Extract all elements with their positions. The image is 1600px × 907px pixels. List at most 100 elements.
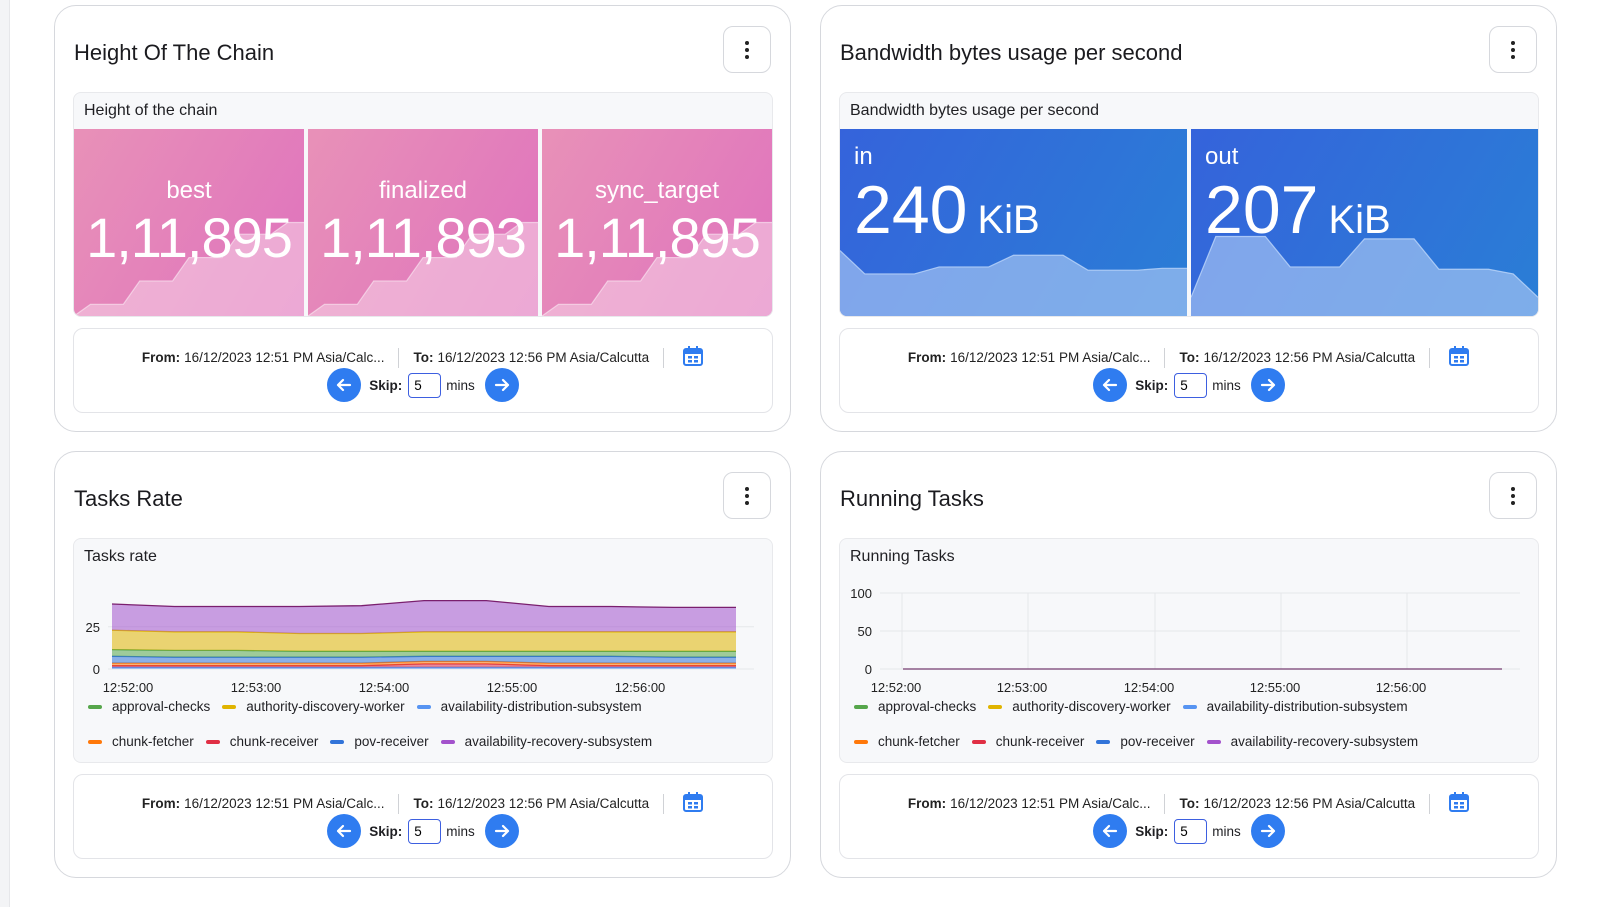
calendar-icon[interactable] bbox=[1448, 345, 1470, 370]
from-value[interactable]: 16/12/2023 12:51 PM Asia/Calc... bbox=[184, 796, 385, 811]
calendar-icon[interactable] bbox=[682, 345, 704, 370]
skip-unit: mins bbox=[446, 823, 475, 839]
sparkline bbox=[74, 221, 304, 316]
legend-item[interactable]: chunk-fetcher bbox=[854, 734, 960, 749]
to-value[interactable]: 16/12/2023 12:56 PM Asia/Calcutta bbox=[1203, 796, 1416, 811]
date-range-row: From: 16/12/2023 12:51 PM Asia/Calc... To:… bbox=[840, 791, 1538, 816]
legend-item[interactable]: availability-recovery-subsystem bbox=[440, 734, 653, 749]
next-range-button[interactable] bbox=[484, 368, 519, 402]
skip-minutes-input[interactable] bbox=[408, 372, 442, 398]
stat-tile-best: best 1,11,895 bbox=[74, 129, 304, 316]
arrow-left-icon bbox=[1103, 824, 1118, 838]
skip-label: Skip: bbox=[1135, 377, 1169, 393]
sparkline-line bbox=[74, 221, 304, 316]
stat-value: 1,11,893 bbox=[320, 206, 527, 269]
legend-item[interactable]: availability-distribution-subsystem bbox=[416, 699, 642, 714]
y-tick-label: 25 bbox=[86, 620, 100, 635]
panel-title: Height of the chain bbox=[84, 102, 218, 119]
skip-unit: mins bbox=[1212, 377, 1241, 393]
stacked-area-chart: 0 25 12:52:00 12:53:00 12:54:00 12:55:00 12:56… bbox=[86, 599, 754, 695]
date-range-row: From: 16/12/2023 12:51 PM Asia/Calc... To:… bbox=[840, 345, 1538, 370]
arrow-left-icon bbox=[337, 378, 352, 392]
next-range-button[interactable] bbox=[1250, 368, 1285, 402]
x-tick-label: 12:53:00 bbox=[997, 680, 1048, 695]
legend-item[interactable]: chunk-receiver bbox=[971, 734, 1084, 749]
legend-item[interactable]: pov-receiver bbox=[1096, 734, 1195, 749]
legend-item[interactable]: authority-discovery-worker bbox=[988, 699, 1171, 714]
y-tick-label: 100 bbox=[850, 586, 872, 601]
more-options-button[interactable] bbox=[723, 472, 771, 519]
legend-label: approval-checks bbox=[878, 699, 977, 714]
from-value[interactable]: 16/12/2023 12:51 PM Asia/Calc... bbox=[184, 350, 385, 365]
to-value[interactable]: 16/12/2023 12:56 PM Asia/Calcutta bbox=[1203, 350, 1416, 365]
panel-card: Running Tasks Running Tasks 0 50 100 12:52:00… bbox=[820, 451, 1557, 878]
skip-label: Skip: bbox=[369, 377, 403, 393]
previous-range-button[interactable] bbox=[1093, 368, 1128, 402]
sparkline-area bbox=[1191, 236, 1538, 316]
kebab-icon bbox=[1511, 39, 1515, 60]
legend-label: chunk-fetcher bbox=[112, 734, 194, 749]
skip-minutes-input[interactable] bbox=[1174, 372, 1208, 398]
next-range-button[interactable] bbox=[484, 814, 519, 848]
to-value[interactable]: 16/12/2023 12:56 PM Asia/Calcutta bbox=[437, 796, 650, 811]
arrow-right-icon bbox=[1260, 824, 1275, 838]
date-range-control: From: 16/12/2023 12:51 PM Asia/Calc... To:… bbox=[73, 774, 773, 859]
previous-range-button[interactable] bbox=[1093, 814, 1128, 848]
kebab-icon bbox=[745, 485, 749, 506]
stat-tile-finalized: finalized 1,11,893 bbox=[308, 129, 538, 316]
sparkline bbox=[542, 221, 772, 316]
legend-item[interactable]: chunk-fetcher bbox=[88, 734, 194, 749]
series-area-availability-recovery-subsystem bbox=[112, 600, 736, 634]
sparkline-line bbox=[840, 250, 1187, 275]
legend-swatch bbox=[854, 704, 868, 709]
more-options-button[interactable] bbox=[1489, 26, 1537, 73]
legend-item[interactable]: authority-discovery-worker bbox=[222, 699, 405, 714]
from-value[interactable]: 16/12/2023 12:51 PM Asia/Calc... bbox=[950, 796, 1151, 811]
chart-legend: approval-checks authority-discovery-worke… bbox=[854, 699, 1534, 749]
from-value[interactable]: 16/12/2023 12:51 PM Asia/Calc... bbox=[950, 350, 1151, 365]
stat-number: 207 bbox=[1205, 172, 1319, 248]
more-options-button[interactable] bbox=[1489, 472, 1537, 519]
panel-title: Tasks rate bbox=[84, 548, 157, 565]
x-tick-label: 12:52:00 bbox=[103, 680, 154, 695]
legend-item[interactable]: chunk-receiver bbox=[205, 734, 318, 749]
x-tick-label: 12:56:00 bbox=[615, 680, 666, 695]
legend-swatch bbox=[854, 739, 868, 744]
stat-label: finalized bbox=[378, 177, 468, 204]
legend-item[interactable]: availability-recovery-subsystem bbox=[1206, 734, 1418, 749]
to-value[interactable]: 16/12/2023 12:56 PM Asia/Calcutta bbox=[437, 350, 650, 365]
from-range: From: 16/12/2023 12:51 PM Asia/Calc... bbox=[908, 350, 1151, 365]
stat-tile-out: out 207 KiB bbox=[1191, 129, 1538, 316]
legend-item[interactable]: approval-checks bbox=[854, 699, 976, 714]
legend-item[interactable]: approval-checks bbox=[88, 699, 210, 714]
to-label: To: bbox=[413, 350, 434, 365]
skip-minutes-input[interactable] bbox=[1174, 818, 1208, 844]
skip-row: Skip: mins bbox=[74, 368, 772, 402]
legend-label: availability-recovery-subsystem bbox=[464, 734, 653, 749]
divider bbox=[1429, 793, 1431, 814]
skip-minutes-input[interactable] bbox=[408, 818, 442, 844]
legend-swatch bbox=[416, 704, 431, 709]
stat-tiles: best 1,11,895 finalized 1,11,893 sync_target… bbox=[74, 129, 772, 316]
skip-unit: mins bbox=[1212, 823, 1241, 839]
line-chart: 0 50 100 12:52:00 12:53:00 12:54:00 12:55:00 12… bbox=[850, 586, 1520, 695]
legend-item[interactable]: pov-receiver bbox=[330, 734, 429, 749]
previous-range-button[interactable] bbox=[327, 814, 362, 848]
calendar-icon[interactable] bbox=[1448, 791, 1470, 816]
previous-range-button[interactable] bbox=[327, 368, 362, 402]
card-title: Running Tasks bbox=[840, 486, 984, 511]
calendar-icon[interactable] bbox=[682, 791, 704, 816]
chart-panel: Tasks rate 0 25 12:52:00 12:53:00 12:54:00 12:… bbox=[73, 538, 773, 763]
legend-swatch bbox=[205, 739, 220, 744]
from-range: From: 16/12/2023 12:51 PM Asia/Calc... bbox=[142, 350, 385, 365]
more-options-button[interactable] bbox=[723, 26, 771, 73]
stat-label: in bbox=[854, 143, 873, 170]
next-range-button[interactable] bbox=[1250, 814, 1285, 848]
sparkline bbox=[1191, 235, 1538, 316]
legend-item[interactable]: availability-distribution-subsystem bbox=[1182, 699, 1408, 714]
from-label: From: bbox=[141, 796, 181, 811]
stat-value: 240 KiB bbox=[854, 171, 1040, 249]
legend-swatch bbox=[1206, 739, 1221, 744]
panel-title: Running Tasks bbox=[850, 548, 955, 565]
to-label: To: bbox=[1179, 796, 1200, 811]
